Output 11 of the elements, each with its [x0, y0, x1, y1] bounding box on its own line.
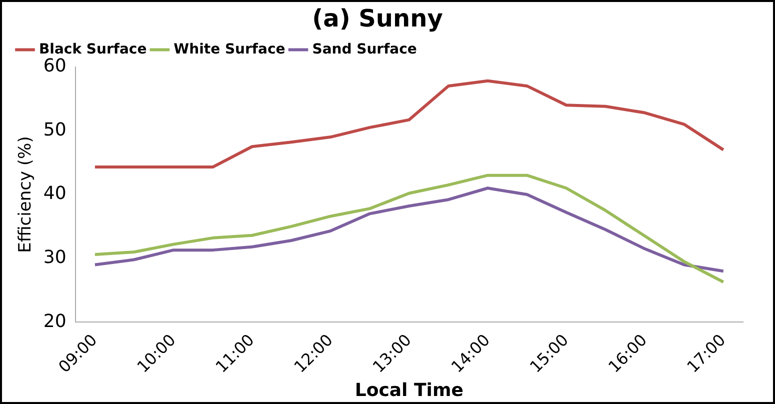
y-tick-label: 40	[43, 183, 66, 204]
y-axis-title: Efficiency (%)	[16, 136, 36, 253]
legend-label: Sand Surface	[312, 41, 417, 58]
y-tick-label: 30	[43, 247, 66, 268]
y-tick-label: 20	[43, 310, 66, 332]
x-axis-title: Local Time	[354, 380, 464, 401]
y-tick-label: 50	[43, 119, 66, 140]
legend-label: White Surface	[174, 41, 286, 58]
legend-label: Black Surface	[39, 41, 147, 58]
chart-title: (a) Sunny	[312, 4, 444, 33]
y-tick-label: 60	[43, 55, 66, 76]
